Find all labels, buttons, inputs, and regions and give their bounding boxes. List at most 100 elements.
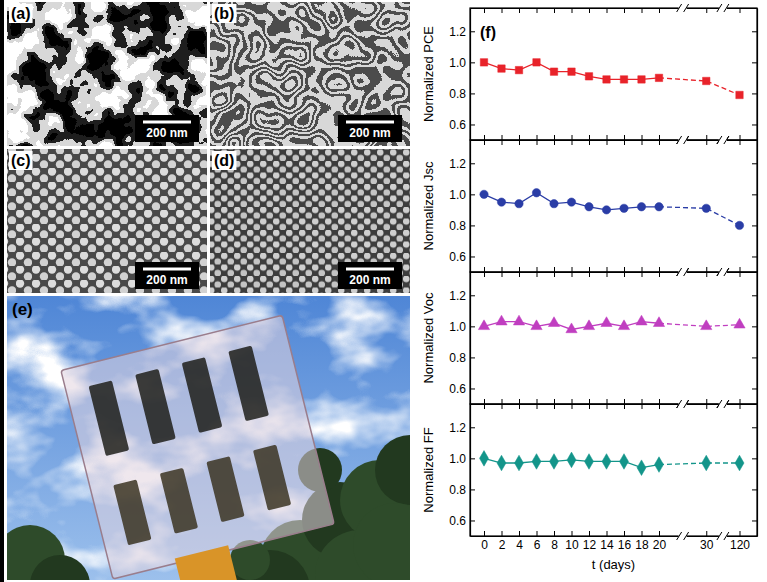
y-right-tick-mark — [752, 93, 757, 94]
x-top-tick — [607, 8, 608, 13]
x-top-tick-mark — [624, 272, 625, 277]
x-top-tick-mark — [642, 272, 643, 277]
figure: 200 nm(a)200 nm(b)200 nm(c)200 nm(d)(e)0… — [0, 0, 767, 582]
break-gap — [719, 531, 727, 541]
x-tick — [740, 399, 741, 404]
x-tick-mark — [502, 399, 503, 404]
x-tick — [537, 135, 538, 140]
y-tick-mark — [470, 295, 475, 296]
x-tick — [519, 399, 520, 404]
x-tick-label: 30 — [700, 538, 714, 552]
scale-bar-line — [346, 268, 394, 271]
x-tick-label: 4 — [516, 538, 523, 552]
break-stroke — [717, 268, 722, 276]
glass-substrate — [61, 315, 334, 579]
y-tick: 1.0 — [449, 56, 475, 70]
x-tick: 8 — [551, 531, 558, 552]
scale-bar-box — [135, 262, 199, 289]
x-tick — [659, 135, 660, 140]
x-top-tick-mark — [624, 140, 625, 145]
device-cell — [253, 445, 291, 511]
plot-frame — [470, 140, 757, 272]
axis-break — [677, 531, 689, 541]
x-top-axis — [471, 404, 758, 409]
x-tick — [607, 399, 608, 404]
x-top-tick — [554, 272, 555, 277]
plot-frame — [470, 404, 757, 536]
data-point — [496, 315, 507, 325]
x-top-tick-mark — [554, 140, 555, 145]
data-point — [550, 454, 559, 470]
x-top-tick — [537, 140, 538, 145]
x-top-tick — [554, 404, 555, 409]
x-tick-mark — [740, 135, 741, 140]
data-point — [513, 315, 524, 325]
x-top-tick — [589, 140, 590, 145]
y-tick: 1.0 — [449, 452, 475, 466]
data-point — [735, 221, 743, 229]
x-axis: 0246810121416182030120 — [471, 531, 758, 552]
x-tick-mark — [589, 267, 590, 272]
x-top-tick — [659, 140, 660, 145]
x-tick-mark — [659, 399, 660, 404]
y-right-tick — [752, 163, 757, 164]
break-stroke — [717, 136, 722, 144]
y-tick-mark — [470, 427, 475, 428]
x-tick — [740, 267, 741, 272]
y-axis-title: Normalized FF — [421, 427, 436, 512]
x-top-tick-mark — [519, 272, 520, 277]
x-tick-label: 6 — [534, 538, 541, 552]
x-tick-mark — [706, 399, 707, 404]
worm-texture — [210, 2, 410, 146]
label-bg — [9, 4, 33, 23]
scale-bar: 200 nm — [135, 115, 199, 142]
x-tick-mark — [484, 399, 485, 404]
x-top-tick — [624, 272, 625, 277]
x-tick-mark — [572, 399, 573, 404]
data-point — [734, 318, 745, 328]
data-point — [568, 68, 575, 75]
panel-label: (b) — [212, 4, 236, 23]
data-point — [636, 315, 647, 325]
device-cell — [160, 468, 198, 534]
x-top-tick — [589, 8, 590, 13]
x-tick: 10 — [565, 531, 579, 552]
y-tick-label: 0.6 — [449, 250, 466, 264]
data-point — [602, 454, 611, 470]
data-point — [515, 66, 522, 73]
data-point — [533, 59, 540, 66]
y-tick-label: 1.2 — [449, 157, 466, 171]
y-axis-line — [470, 9, 471, 141]
x-tick-mark — [740, 531, 741, 536]
y-tick-mark — [470, 124, 475, 125]
data-point — [585, 203, 593, 211]
y-right-tick — [752, 256, 757, 257]
scale-bar-label: 200 nm — [349, 273, 390, 287]
x-top-tick — [624, 140, 625, 145]
y-tick-mark — [470, 458, 475, 459]
y-right-tick-mark — [752, 458, 757, 459]
x-tick-label: 8 — [551, 538, 558, 552]
panel-letter: (b) — [214, 5, 234, 22]
data-point — [497, 198, 505, 206]
chart-panel: 0.60.81.01.2Normalized Voc — [421, 267, 758, 409]
x-tick-mark — [706, 267, 707, 272]
break-stroke — [677, 4, 682, 12]
y-right-tick — [752, 520, 757, 521]
axis-break — [717, 399, 729, 409]
x-top-tick-mark — [607, 8, 608, 13]
panel-label: (a) — [9, 4, 33, 23]
y-right-tick-mark — [752, 427, 757, 428]
x-tick-mark — [554, 531, 555, 536]
break-stroke — [684, 532, 689, 540]
y-right-axis — [752, 141, 758, 273]
x-top-tick — [572, 8, 573, 13]
y-right-axis-line — [757, 141, 758, 273]
y-axis-title: Normalized Voc — [421, 292, 436, 384]
x-top-tick-mark — [484, 404, 485, 409]
x-top-tick — [537, 272, 538, 277]
x-tick — [589, 267, 590, 272]
x-tick-mark — [642, 135, 643, 140]
x-top-tick — [642, 8, 643, 13]
tree — [375, 435, 410, 505]
